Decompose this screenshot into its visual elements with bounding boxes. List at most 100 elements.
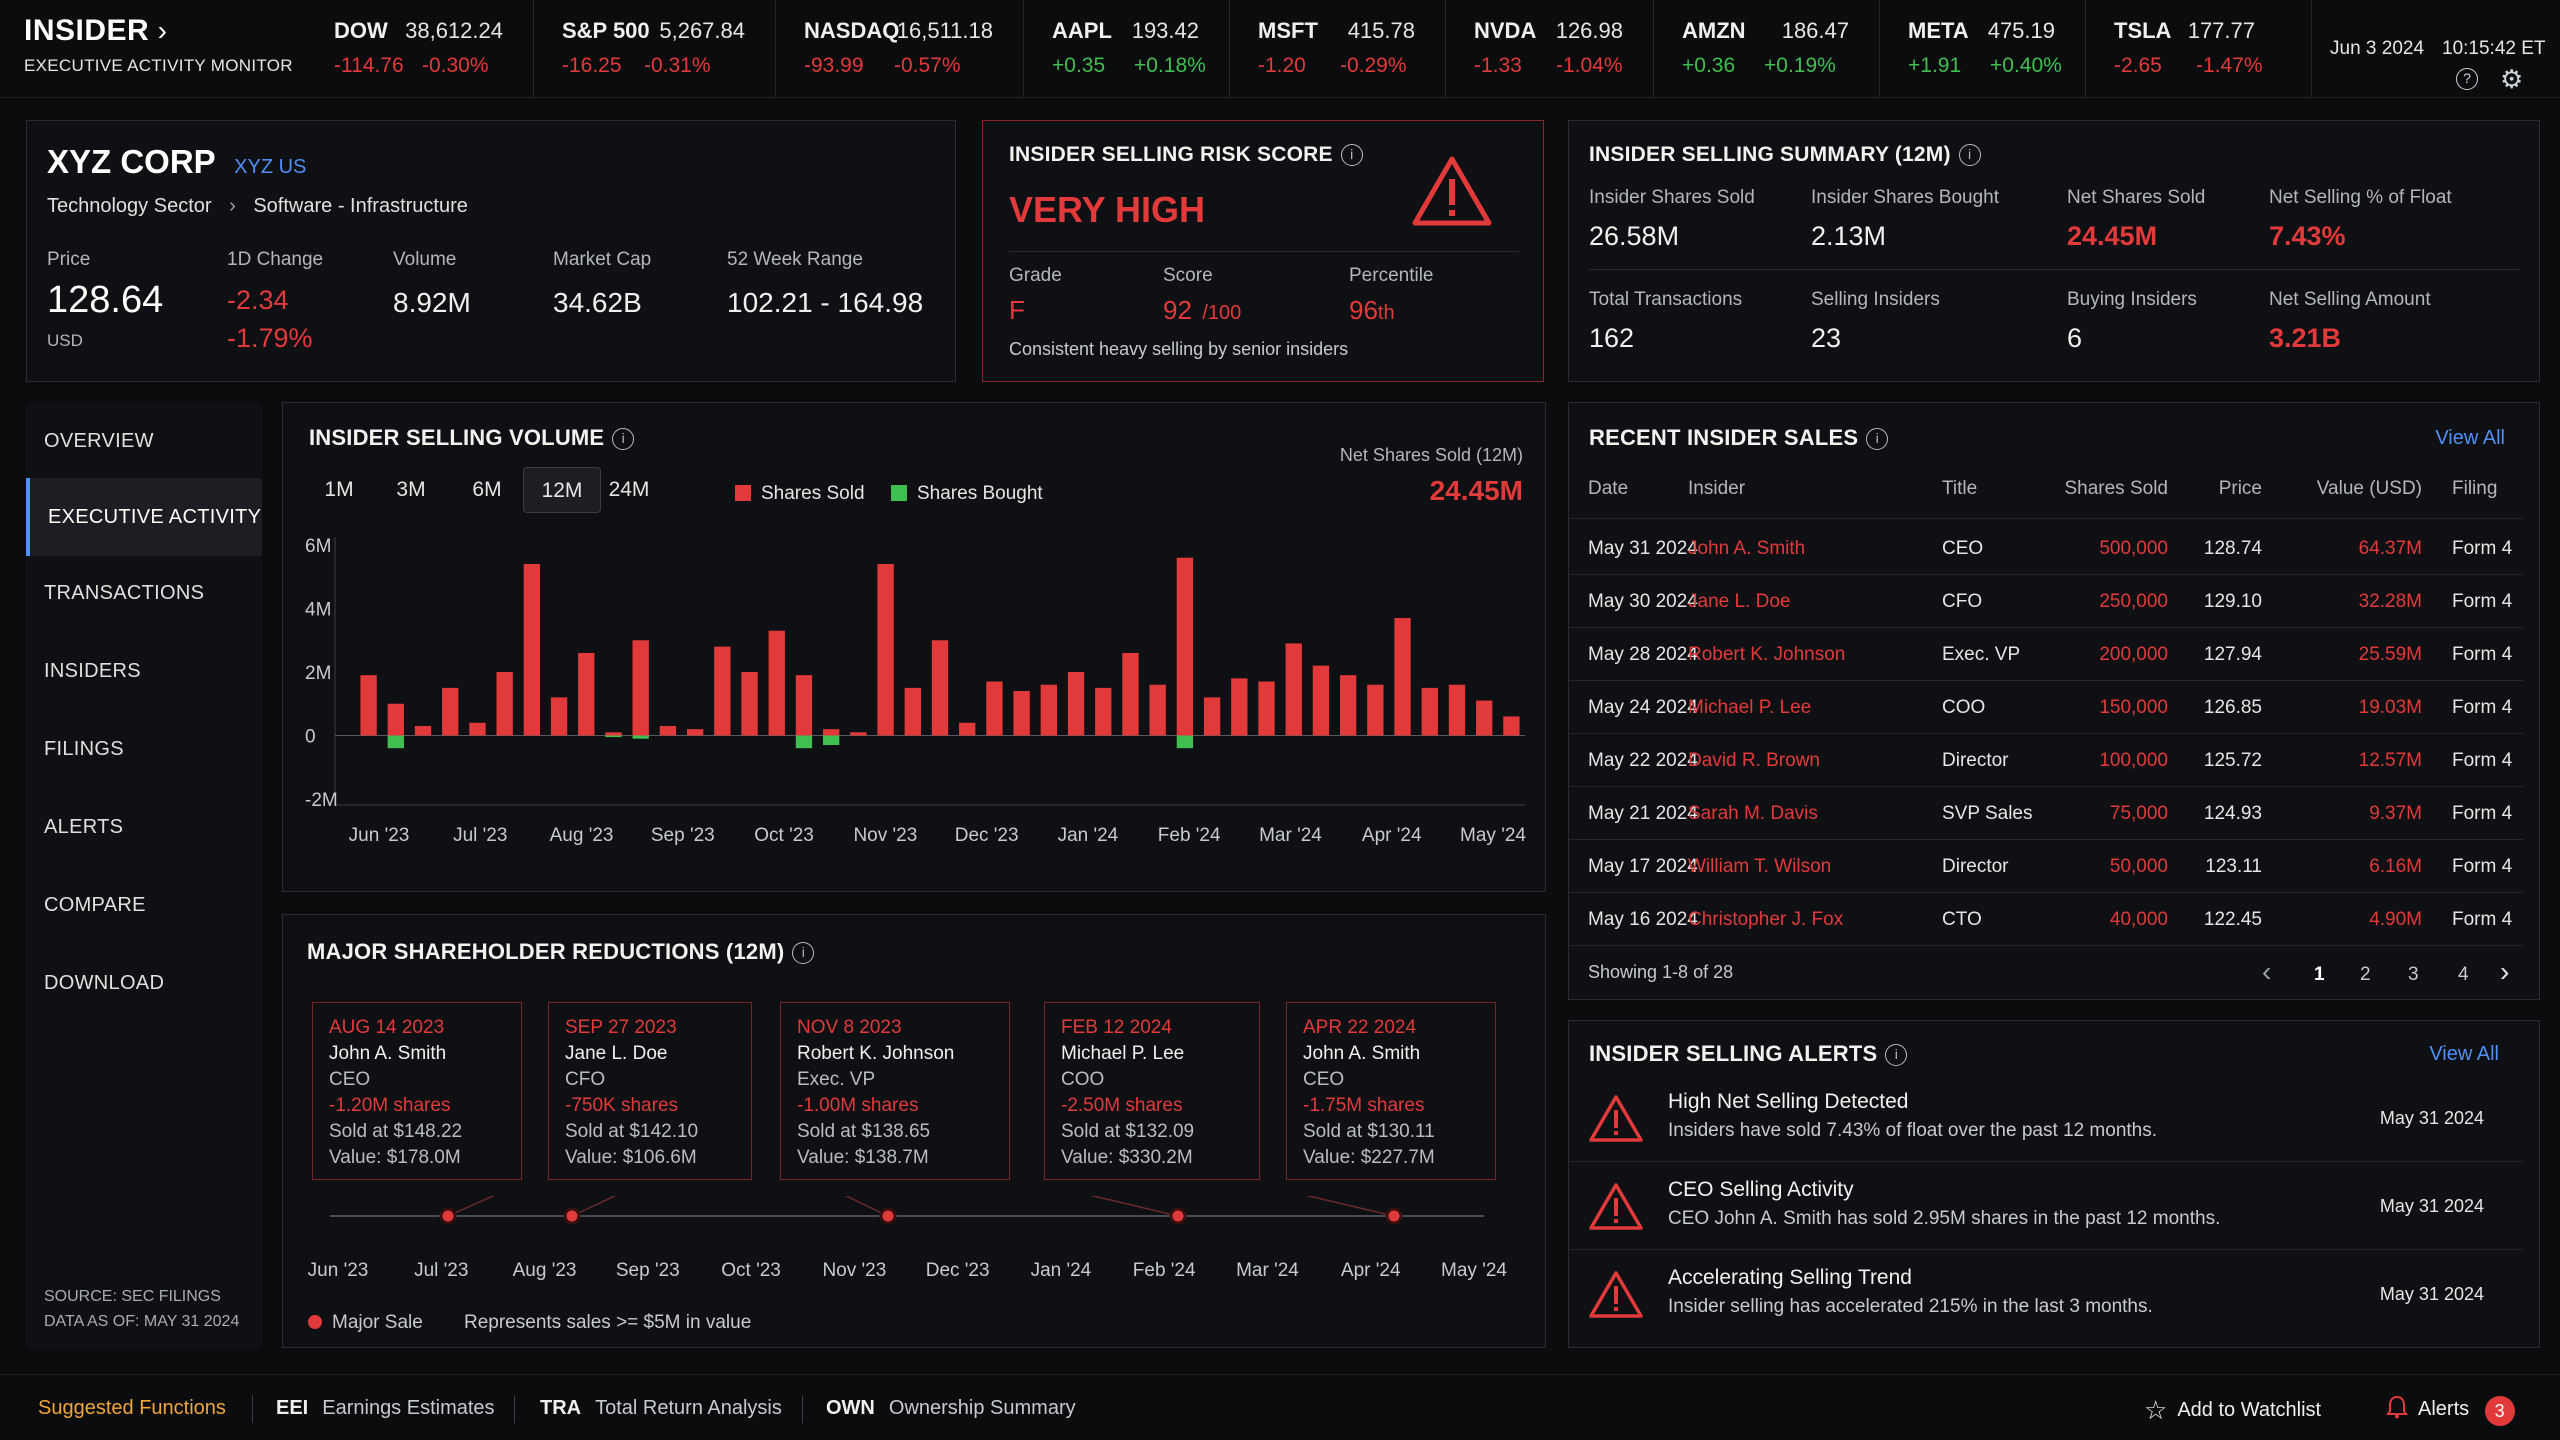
ticker-item[interactable]: META 475.19 +1.91 +0.40% [1880, 0, 2086, 98]
reduction-card[interactable]: FEB 12 2024 Michael P. Lee COO -2.50M share… [1044, 1002, 1260, 1180]
ticker-item[interactable]: DOW 38,612.24 -114.76 -0.30% [306, 0, 534, 98]
industry-link[interactable]: Software - Infrastructure [253, 195, 468, 217]
nav-item-overview[interactable]: OVERVIEW [44, 429, 154, 452]
ticker-item[interactable]: AAPL 193.42 +0.35 +0.18% [1024, 0, 1230, 98]
info-icon[interactable]: i [1885, 1044, 1908, 1066]
bar-sold[interactable] [387, 703, 404, 736]
major-sale-marker[interactable] [1169, 1207, 1187, 1225]
table-cell[interactable]: Form 4 [2452, 538, 2513, 559]
table-row[interactable]: May 24 2024 Michael P. Lee COO 150,000 126.8… [1568, 681, 2524, 734]
suggested-functions-link[interactable]: Suggested Functions [38, 1397, 226, 1419]
column-header[interactable]: Shares Sold [2064, 478, 2168, 499]
range-button-3m[interactable]: 3M [396, 478, 426, 501]
bar-sold[interactable] [1040, 684, 1057, 736]
insider-link[interactable]: Sarah M. Davis [1688, 803, 1818, 824]
help-icon[interactable]: ? [2456, 68, 2478, 90]
function-link-tra[interactable]: TRA Total Return Analysis [540, 1397, 782, 1420]
info-icon[interactable]: i [1958, 144, 1981, 166]
major-sale-marker[interactable] [439, 1207, 457, 1225]
alert-item[interactable]: CEO Selling Activity CEO John A. Smith ha… [1568, 1164, 2524, 1250]
info-icon[interactable]: i [612, 428, 635, 450]
insider-link[interactable]: Jane L. Doe [1688, 591, 1791, 612]
reduction-card[interactable]: AUG 14 2023 John A. Smith CEO -1.20M shares… [312, 1002, 522, 1180]
table-cell[interactable]: Form 4 [2452, 803, 2513, 824]
gear-icon[interactable]: ⚙ [2500, 64, 2524, 94]
alert-item[interactable]: High Net Selling Detected Insiders have s… [1568, 1076, 2524, 1162]
function-link-own[interactable]: OWN Ownership Summary [826, 1397, 1076, 1420]
column-header[interactable]: Value (USD) [2316, 478, 2422, 499]
bar-sold[interactable] [1312, 665, 1330, 736]
column-header[interactable]: Title [1942, 478, 1978, 499]
nav-item-transactions[interactable]: TRANSACTIONS [44, 581, 205, 604]
bar-sold[interactable] [714, 646, 731, 736]
bar-sold[interactable] [1231, 678, 1248, 736]
alerts-button[interactable]: Alerts 3 [2386, 1395, 2515, 1426]
bar-sold[interactable] [768, 630, 785, 736]
bar-sold[interactable] [1367, 684, 1384, 736]
bar-sold[interactable] [1122, 652, 1139, 736]
nav-item-insiders[interactable]: INSIDERS [44, 659, 141, 682]
nav-item-compare[interactable]: COMPARE [44, 893, 146, 916]
bar-sold[interactable] [469, 722, 486, 736]
bar-sold[interactable] [1394, 618, 1411, 736]
column-header[interactable]: Date [1588, 478, 1629, 499]
ticker-item[interactable]: NASDAQ 16,511.18 -93.99 -0.57% [776, 0, 1024, 98]
bar-bought[interactable] [632, 735, 649, 739]
nav-item-executive-activity[interactable]: EXECUTIVE ACTIVITY [26, 478, 262, 556]
table-row[interactable]: May 31 2024 John A. Smith CEO 500,000 128.74… [1568, 522, 2524, 575]
bar-bought[interactable] [387, 735, 404, 749]
bar-sold[interactable] [632, 640, 649, 736]
nav-item-alerts[interactable]: ALERTS [44, 815, 124, 838]
bar-sold[interactable] [1503, 716, 1520, 736]
range-button-12m[interactable]: 12M [523, 467, 601, 513]
insider-link[interactable]: David R. Brown [1688, 750, 1820, 771]
ticker-item[interactable]: S&P 500 5,267.84 -16.25 -0.31% [534, 0, 776, 98]
column-header[interactable]: Filing [2452, 478, 2498, 499]
table-row[interactable]: May 16 2024 Christopher J. Fox CTO 40,000 12… [1568, 893, 2524, 946]
nav-item-download[interactable]: DOWNLOAD [44, 971, 165, 994]
table-cell[interactable]: Form 4 [2452, 697, 2513, 718]
bar-bought[interactable] [1176, 735, 1194, 749]
insider-link[interactable]: Christopher J. Fox [1688, 909, 1844, 930]
add-to-watchlist-button[interactable]: ☆ Add to Watchlist [2144, 1395, 2322, 1425]
table-cell[interactable]: Form 4 [2452, 591, 2513, 612]
bar-sold[interactable] [959, 722, 976, 736]
bar-sold[interactable] [659, 725, 677, 736]
table-cell[interactable]: Form 4 [2452, 856, 2513, 877]
view-all-alerts-link[interactable]: View All [2429, 1043, 2499, 1065]
brand[interactable]: INSIDER › [24, 14, 167, 48]
bar-bought[interactable] [823, 735, 840, 746]
chevron-left-icon[interactable]: ‹ [2262, 956, 2272, 987]
page-2[interactable]: 2 [2360, 964, 2371, 985]
major-sale-marker[interactable] [1385, 1207, 1403, 1225]
bar-sold[interactable] [1095, 687, 1112, 736]
bar-sold[interactable] [550, 697, 568, 736]
bar-sold[interactable] [686, 729, 704, 736]
bar-sold[interactable] [850, 732, 867, 736]
range-button-6m[interactable]: 6M [472, 478, 502, 501]
bar-sold[interactable] [877, 564, 894, 736]
bar-sold[interactable] [1448, 684, 1466, 736]
info-icon[interactable]: i [792, 942, 815, 964]
alert-item[interactable]: Accelerating Selling Trend Insider sellin… [1568, 1252, 2524, 1338]
chevron-right-icon[interactable]: › [2500, 956, 2510, 987]
column-header[interactable]: Price [2218, 478, 2262, 499]
bar-sold[interactable] [1013, 691, 1030, 736]
bar-sold[interactable] [904, 687, 921, 736]
reduction-card[interactable]: SEP 27 2023 Jane L. Doe CFO -750K shares Sol… [548, 1002, 752, 1180]
table-cell[interactable]: Form 4 [2452, 644, 2513, 665]
page-4[interactable]: 4 [2458, 964, 2469, 985]
insider-link[interactable]: John A. Smith [1688, 538, 1806, 559]
insider-link[interactable]: Michael P. Lee [1688, 697, 1812, 718]
table-cell[interactable]: Form 4 [2452, 909, 2513, 930]
range-button-1m[interactable]: 1M [324, 478, 354, 501]
reduction-card[interactable]: APR 22 2024 John A. Smith CEO -1.75M shares… [1286, 1002, 1496, 1180]
table-row[interactable]: May 21 2024 Sarah M. Davis SVP Sales 75,000… [1568, 787, 2524, 840]
bar-sold[interactable] [1203, 697, 1221, 736]
ticker-item[interactable]: AMZN 186.47 +0.36 +0.19% [1654, 0, 1880, 98]
bar-bought[interactable] [795, 735, 813, 749]
table-cell[interactable]: Form 4 [2452, 750, 2513, 771]
reduction-card[interactable]: NOV 8 2023 Robert K. Johnson Exec. VP -1.00… [780, 1002, 1010, 1180]
bar-sold[interactable] [496, 672, 513, 736]
bar-sold[interactable] [360, 675, 377, 736]
